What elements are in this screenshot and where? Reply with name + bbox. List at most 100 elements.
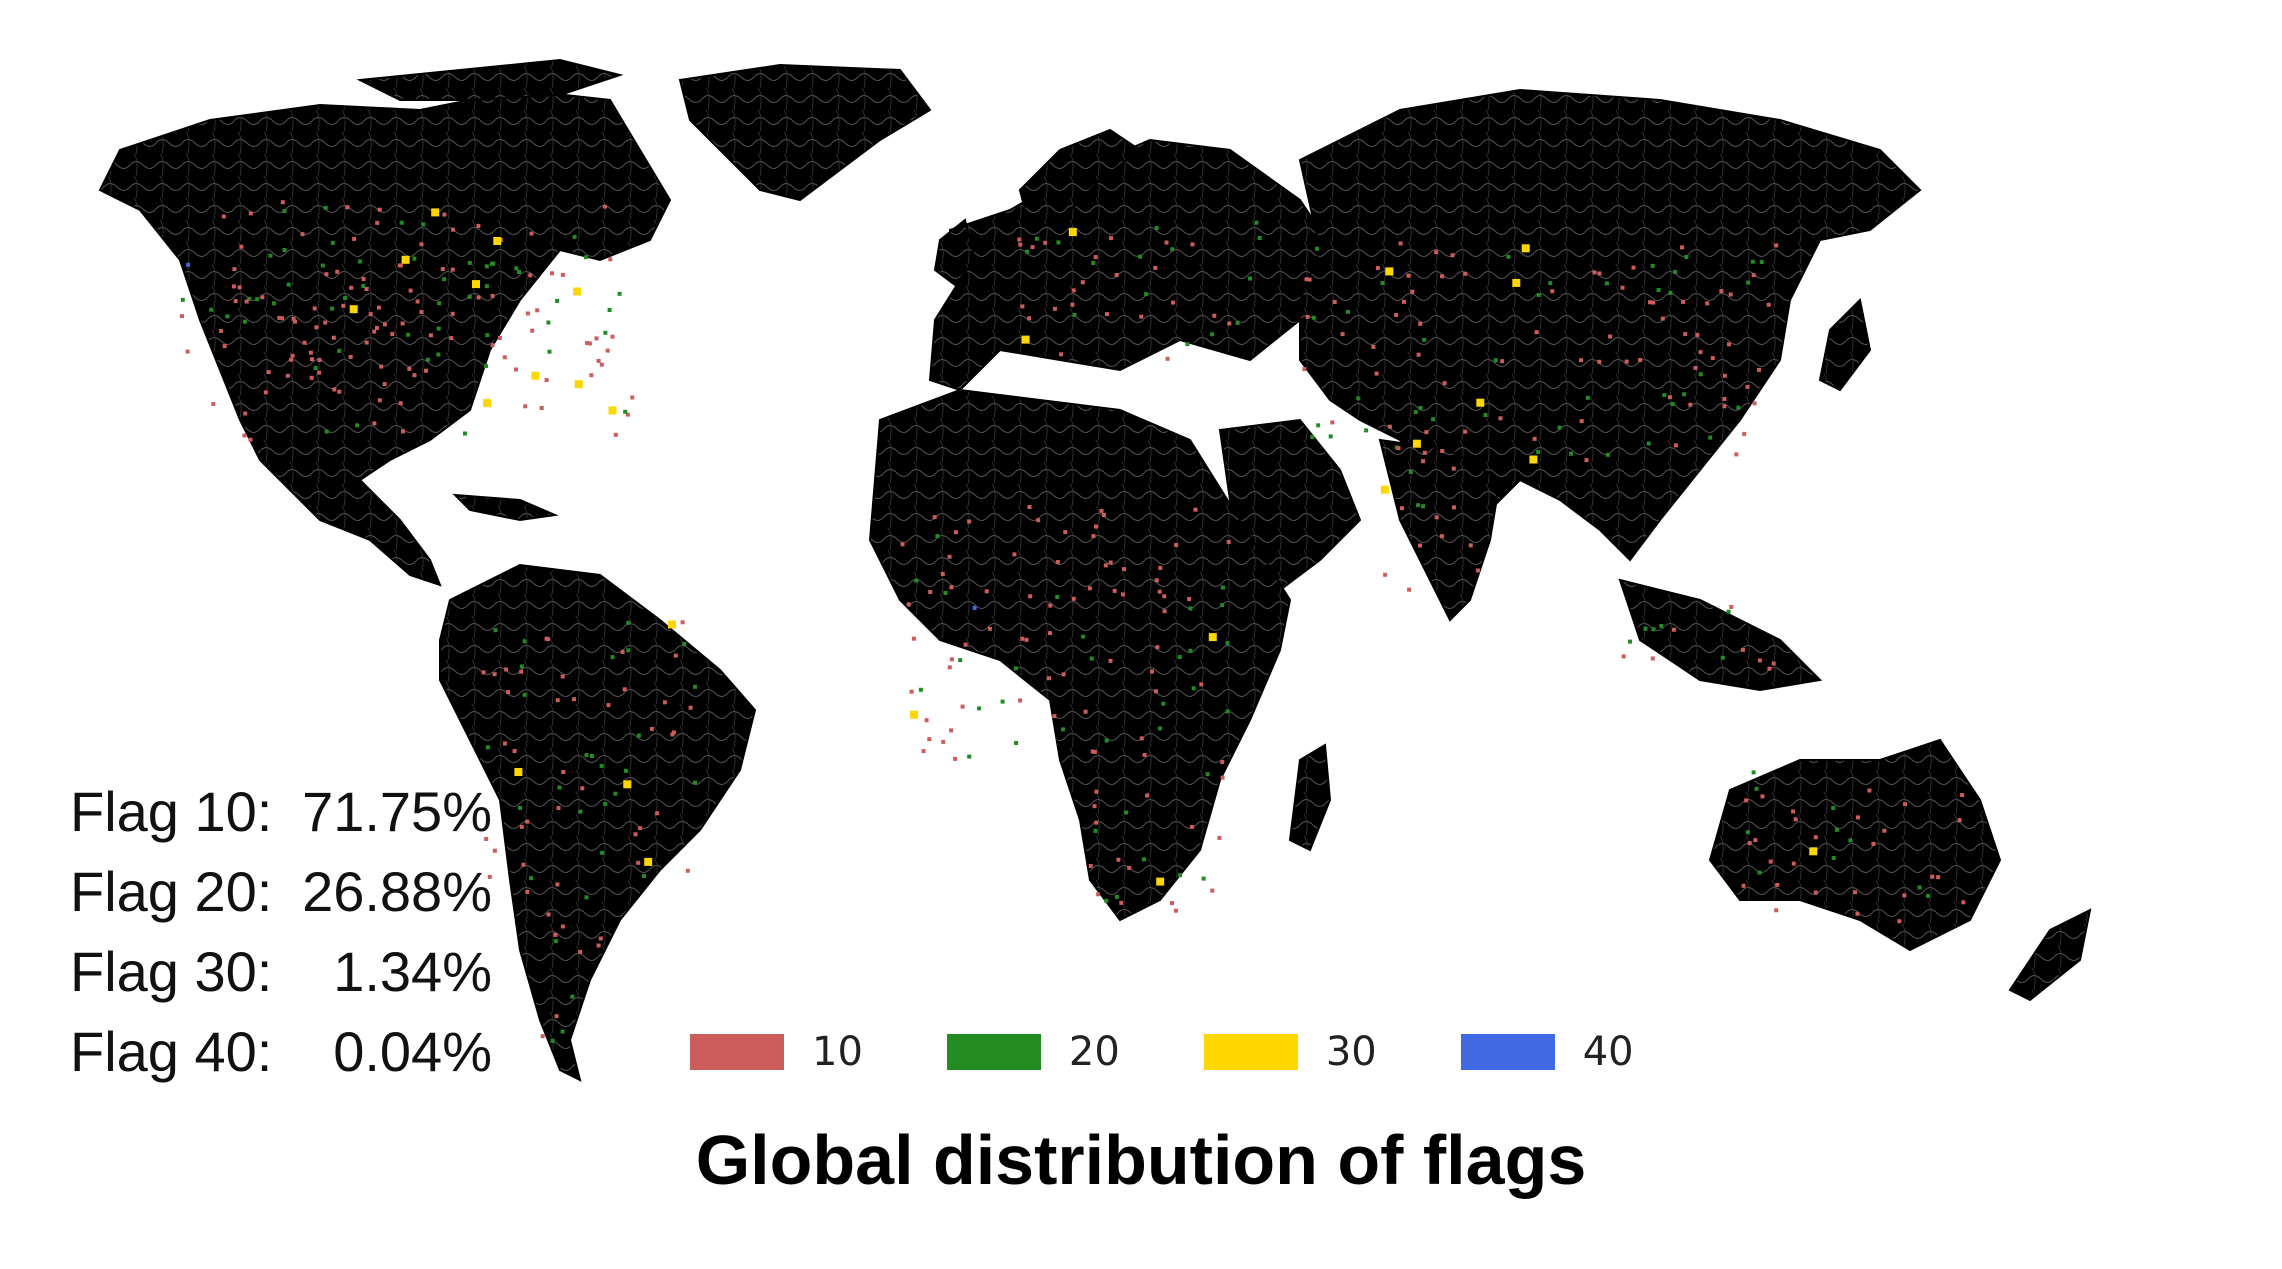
flag-marker (1548, 281, 1553, 286)
arctic-islands (356, 58, 624, 101)
flag-marker (406, 332, 411, 337)
flag-marker (493, 237, 502, 245)
flag-marker (519, 824, 524, 829)
flag-marker (603, 330, 608, 335)
flag-marker (607, 308, 612, 312)
flag-marker (1809, 847, 1818, 856)
flag-marker (1579, 419, 1584, 424)
flag-marker (1688, 402, 1693, 407)
flag-marker (1178, 873, 1182, 878)
flag-marker (1311, 315, 1316, 320)
flag-marker (308, 350, 313, 355)
flag-marker (924, 718, 929, 723)
flag-marker (372, 421, 377, 426)
flag-marker (493, 628, 498, 633)
flag-marker (1710, 356, 1715, 361)
flag-marker (440, 267, 445, 271)
flag-marker (1871, 841, 1876, 846)
flag-marker (949, 728, 954, 733)
flag-marker (467, 260, 472, 265)
flag-marker (1608, 334, 1613, 339)
flag-marker (1225, 641, 1230, 646)
flag-marker (693, 780, 697, 785)
flag-marker (1722, 373, 1727, 378)
flag-marker (361, 284, 366, 288)
flag-marker (1729, 604, 1734, 609)
flag-marker (940, 572, 945, 576)
flag-marker (1536, 292, 1541, 297)
flag-marker (186, 262, 191, 267)
flag-marker (239, 244, 244, 249)
flag-marker (967, 519, 972, 524)
flag-marker (1024, 637, 1029, 642)
flag-marker (555, 698, 560, 703)
flag-marker (514, 768, 523, 776)
flag-marker (282, 209, 287, 213)
legend-label: 10 (812, 1029, 863, 1075)
flag-marker (682, 641, 687, 646)
flag-marker (1161, 701, 1166, 706)
stat-label: Flag 10: (70, 780, 273, 843)
flag-marker (1646, 441, 1651, 446)
flag-marker (1767, 666, 1772, 671)
flag-marker (1103, 563, 1108, 568)
flag-marker (517, 270, 521, 274)
flag-marker (375, 220, 380, 225)
flag-marker (323, 205, 328, 210)
flag-marker (671, 730, 676, 735)
flag-marker (1468, 543, 1473, 548)
flag-marker (1412, 439, 1421, 448)
flag-marker (1014, 741, 1019, 745)
flag-marker (1834, 827, 1839, 832)
flag-marker (1413, 410, 1418, 415)
flag-marker (1208, 633, 1217, 642)
flag-marker (1903, 802, 1907, 807)
flag-marker (949, 585, 954, 590)
flag-marker (1099, 508, 1104, 513)
legend-swatch (946, 1034, 1041, 1070)
flag-marker (1774, 908, 1779, 913)
flag-marker (525, 311, 530, 316)
flag-marker (1673, 269, 1678, 274)
flag-marker (1385, 267, 1394, 276)
flag-marker (1227, 321, 1232, 326)
flag-marker (1720, 655, 1725, 660)
flag-marker (585, 341, 590, 345)
flag-marker (1124, 810, 1129, 815)
flag-marker (1220, 775, 1225, 780)
flag-marker (1662, 393, 1667, 398)
flag-marker (1101, 513, 1106, 517)
flag-marker (1643, 626, 1648, 631)
flag-marker (492, 672, 497, 677)
flag-marker (1332, 300, 1337, 304)
flag-marker (960, 704, 965, 709)
flag-marker (1902, 893, 1907, 898)
flag-marker (330, 306, 335, 311)
flag-marker (1439, 534, 1444, 539)
flag-marker (1119, 900, 1124, 905)
flag-marker (1650, 263, 1655, 268)
flag-marker (1856, 815, 1860, 820)
flag-marker (1071, 288, 1076, 293)
flag-marker (1201, 876, 1206, 881)
flag-marker (266, 370, 271, 375)
flag-marker (1532, 436, 1537, 441)
flag-marker (180, 297, 185, 302)
flag-marker (546, 320, 551, 325)
flag-marker (1094, 789, 1099, 794)
flag-marker (1142, 857, 1146, 862)
flag-marker (407, 366, 412, 371)
flag-marker (636, 860, 641, 865)
flag-marker (310, 357, 314, 362)
flag-marker (972, 605, 977, 610)
flag-marker (490, 261, 494, 266)
flag-marker (1394, 313, 1399, 317)
flag-marker (185, 349, 190, 354)
flag-marker (1171, 300, 1176, 305)
flag-marker (605, 348, 610, 353)
flag-marker (1114, 273, 1119, 277)
india (1378, 438, 1502, 622)
flag-marker (529, 876, 534, 881)
flag-marker (349, 305, 358, 314)
flag-marker (255, 297, 260, 302)
